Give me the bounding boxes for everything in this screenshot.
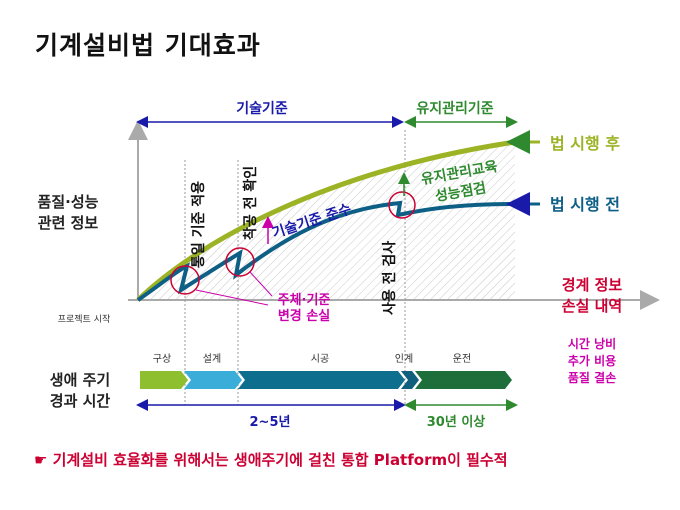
loss-item: 추가 비용 [568, 353, 616, 368]
phase-label: 시공 [311, 353, 329, 365]
lifecycle-label: 생애 주기 [50, 371, 110, 389]
before-label: 법 시행 전 [550, 195, 620, 214]
footer-note: ☛ 기계설비 효율화를 위해서는 생애주기에 걸친 통합 Platform이 필… [34, 451, 508, 469]
phase-label: 운전 [453, 353, 471, 365]
loss-circle [388, 191, 416, 219]
page-title: 기계설비법 기대효과 [35, 31, 261, 60]
owner-change-loss-label: 변경 손실 [278, 308, 330, 324]
tech-standard-label: 기술기준 [236, 101, 288, 117]
loss-pointer [195, 289, 269, 306]
phase-concept [140, 371, 188, 389]
boundary-info-label: 경계 정보 [562, 276, 623, 294]
curve-after [136, 139, 516, 302]
loss-item: 시간 낭비 [568, 336, 616, 351]
after-label: 법 시행 후 [550, 134, 620, 153]
phase-label: 인계 [395, 353, 413, 365]
loss-circle [170, 265, 200, 295]
phase-operation [415, 371, 512, 389]
inspection-label: 착공 전 확인 [242, 166, 259, 240]
pre-use-inspection-label: 사용 전 검사 [381, 241, 398, 315]
phase-construction [238, 371, 405, 389]
quality-info-label-2: 관련 정보 [38, 214, 99, 232]
project-start-label: 프로젝트 시작 [58, 314, 111, 325]
loss-pointer [249, 271, 273, 297]
duration-left-label: 2~5년 [250, 415, 291, 430]
loss-item: 품질 결손 [568, 370, 616, 385]
phase-design [184, 371, 242, 389]
uniform-standard-label: 통일 기준 적용 [190, 181, 207, 268]
maintenance-label: 유지관리기준 [416, 100, 493, 117]
phase-label: 구상 [153, 353, 171, 365]
quality-info-label: 품질·성능 [38, 193, 99, 211]
phase-label: 설계 [203, 353, 221, 365]
loss-circle [225, 247, 255, 277]
owner-change-label: 주체·기준 [278, 293, 331, 308]
elapsed-time-label: 경과 시간 [50, 392, 111, 410]
duration-right-label: 30년 이상 [427, 414, 486, 430]
phase-handover [401, 371, 419, 389]
boundary-loss-label: 손실 내역 [562, 297, 622, 315]
